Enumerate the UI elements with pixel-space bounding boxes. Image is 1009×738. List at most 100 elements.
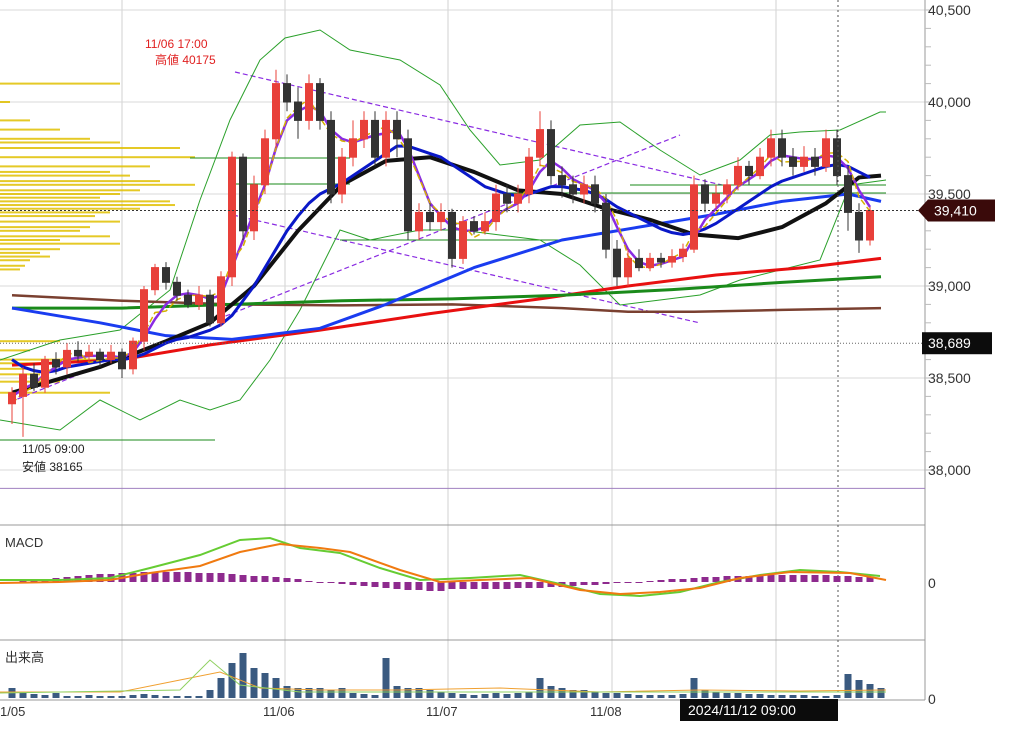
volume-bar [338, 688, 346, 698]
macd-hist-bar [679, 579, 687, 582]
candle-fill [305, 83, 313, 121]
macd-hist-bar [239, 575, 247, 582]
macd-hist-bar [525, 582, 533, 588]
volume-bar [690, 678, 698, 698]
macd-hist-bar [503, 582, 511, 589]
macd-hist-bar [646, 581, 654, 582]
volume-bar [30, 694, 38, 698]
profile-bar [0, 268, 20, 271]
macd-hist-bar [360, 582, 368, 586]
price-tick-label: 38,500 [928, 370, 971, 386]
macd-panel: MACD 0 [0, 535, 936, 598]
ma-blue-long [11, 192, 882, 341]
ma-red [11, 256, 882, 367]
candle-fill [866, 210, 874, 240]
profile-bar [0, 264, 25, 267]
macd-hist-bar [228, 574, 236, 582]
candle-body [558, 175, 566, 186]
profile-bar [0, 119, 30, 122]
candle-body [789, 156, 797, 167]
macd-hist-bar [635, 582, 643, 583]
volume-bar [195, 696, 203, 698]
volume-bar [778, 695, 786, 698]
profile-bar [0, 141, 120, 144]
profile-bar [0, 229, 80, 232]
macd-hist-bar [811, 575, 819, 582]
macd-hist-bar [866, 577, 874, 582]
price-tick-label: 39,500 [928, 186, 971, 202]
candle-body [327, 119, 335, 195]
volume-profile [0, 82, 195, 394]
candle-fill [646, 258, 654, 268]
low-annotation-time: 11/05 09:00 [22, 442, 85, 456]
macd-hist-bar [657, 580, 665, 582]
candle-body [448, 211, 456, 259]
macd-hist-bar [404, 582, 412, 590]
volume-bar [459, 694, 467, 698]
macd-hist-bar [756, 575, 764, 582]
volume-bar [404, 688, 412, 698]
volume-bar [85, 695, 93, 698]
volume-bar [646, 695, 654, 698]
profile-bar [0, 391, 110, 394]
candle-fill [8, 392, 16, 404]
candle-fill [415, 212, 423, 231]
candle-body [701, 184, 709, 204]
macd-hist-bar [613, 582, 621, 583]
volume-bar [140, 694, 148, 698]
volume-bar [217, 678, 225, 698]
candle-fill [492, 194, 500, 222]
macd-hist-bar [173, 572, 181, 582]
macd-hist-bar [338, 582, 346, 584]
volume-bar [63, 696, 71, 698]
candle-fill [151, 267, 159, 290]
candle-fill [41, 359, 49, 388]
volume-bar [250, 668, 258, 698]
profile-bar [0, 147, 180, 149]
profile-bar [0, 367, 30, 370]
candle-body [657, 257, 665, 263]
macd-hist-bar [151, 572, 159, 582]
macd-hist-bar [481, 582, 489, 589]
candle-body [206, 294, 214, 324]
profile-bar [0, 207, 140, 210]
low-annotation-label: 安値 38165 [22, 459, 83, 474]
volume-bar [173, 696, 181, 698]
profile-bar [0, 239, 60, 241]
macd-hist-bar [382, 582, 390, 588]
volume-bar [239, 653, 247, 698]
candle-fill [536, 129, 544, 158]
macd-hist-bar [745, 576, 753, 582]
volume-bar [503, 694, 511, 698]
volume-bar [855, 680, 863, 698]
profile-bar [0, 220, 120, 223]
profile-bar [0, 196, 100, 199]
volume-bar [415, 688, 423, 698]
candle-fill [481, 221, 489, 231]
volume-bar [822, 696, 830, 698]
macd-hist-bar [261, 576, 269, 582]
candle-fill [228, 157, 236, 277]
volume-bar [261, 673, 269, 698]
macd-hist-bar [800, 575, 808, 582]
candle-body [118, 351, 126, 370]
crosshair-time-label: 2024/11/12 09:00 [688, 702, 796, 718]
volume-bar [536, 678, 544, 698]
profile-bar [0, 255, 50, 258]
profile-bar [0, 349, 30, 352]
profile-bar [0, 101, 10, 103]
macd-hist-bar [569, 582, 577, 586]
crosshair-time-tag [680, 699, 838, 721]
candle-fill [19, 374, 27, 397]
candle-body [855, 211, 863, 241]
profile-bar [0, 137, 90, 140]
macd-hist-bar [206, 573, 214, 582]
macd-hist-bar [294, 579, 302, 582]
macd-hist-bar [327, 582, 335, 583]
macd-hist-bar [833, 576, 841, 582]
macd-hist-bar [470, 582, 478, 589]
ma-green [12, 275, 882, 310]
volume-bar [723, 693, 731, 698]
candle-body [569, 184, 577, 195]
